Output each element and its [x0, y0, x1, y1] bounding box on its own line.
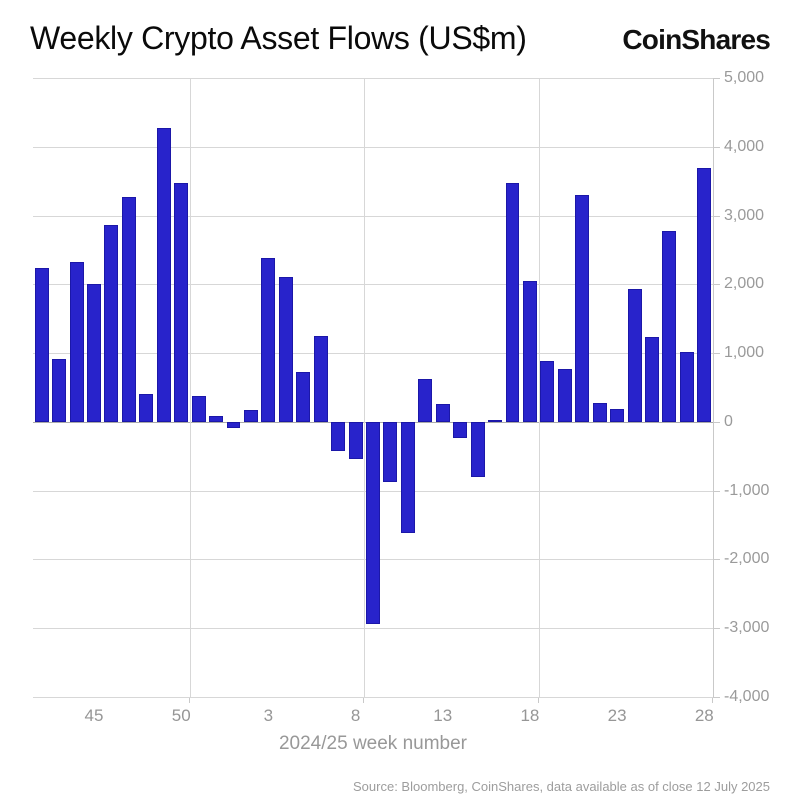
- x-tick-label: 28: [694, 706, 714, 725]
- y-tick-mark: [713, 628, 720, 630]
- y-tick-label: 5,000: [724, 69, 765, 86]
- y-tick-mark: [713, 353, 720, 355]
- bar-week-42: [34, 267, 49, 422]
- bar-week-17: [505, 182, 520, 422]
- x-axis-labels: 45 50 3 8 13 18 23 28: [33, 706, 714, 728]
- bar-week-1: [226, 421, 241, 428]
- y-tick-label: 3,000: [724, 206, 765, 224]
- y-tick-mark: [713, 146, 720, 148]
- y-tick-label: -1,000: [724, 481, 770, 499]
- bar-week-3: [261, 257, 276, 422]
- y-tick-mark: [713, 215, 720, 217]
- bar-week-19: [540, 360, 555, 422]
- bar-week-52: [209, 415, 224, 422]
- bar-week-51: [191, 396, 206, 422]
- x-tick-label: 45: [84, 706, 104, 725]
- y-tick-label: -4,000: [724, 688, 770, 705]
- h-gridline: [33, 284, 713, 286]
- bar-week-11: [400, 421, 415, 533]
- bar-week-16: [488, 420, 502, 423]
- bar-week-47: [121, 196, 136, 422]
- x-tick-label: 50: [171, 706, 191, 725]
- bar-week-21: [575, 194, 590, 422]
- x-tick-label: 8: [350, 706, 361, 725]
- v-gridline: [364, 78, 366, 697]
- h-gridline: [33, 78, 713, 79]
- x-tick-label: 13: [433, 706, 453, 725]
- bar-week-10: [383, 421, 398, 483]
- h-gridline: [33, 628, 713, 630]
- x-tick-mark: [363, 697, 365, 703]
- y-tick-label: 4,000: [724, 137, 765, 155]
- h-gridline: [33, 353, 713, 355]
- source-note: Source: Bloomberg, CoinShares, data avai…: [353, 779, 770, 794]
- bar-week-48: [139, 394, 154, 422]
- y-tick-label: 0: [724, 412, 733, 430]
- bar-week-18: [522, 281, 537, 422]
- x-tick-mark: [188, 697, 190, 703]
- bar-week-12: [418, 379, 433, 422]
- v-gridline: [189, 78, 191, 697]
- bar-week-8: [348, 421, 363, 460]
- y-tick-label: 1,000: [724, 344, 765, 362]
- x-tick-label: 18: [520, 706, 540, 725]
- y-tick-label: 2,000: [724, 275, 765, 293]
- y-tick-mark: [713, 421, 720, 423]
- v-gridline: [538, 78, 540, 697]
- bar-week-2: [243, 410, 258, 422]
- bar-week-14: [453, 421, 468, 438]
- y-tick-label: -2,000: [724, 550, 770, 568]
- y-tick-mark: [713, 78, 720, 79]
- bar-week-28: [697, 168, 712, 422]
- y-tick-mark: [713, 490, 720, 492]
- bar-week-13: [435, 404, 450, 422]
- bar-week-46: [104, 225, 119, 422]
- bar-week-27: [679, 351, 694, 422]
- bar-week-49: [156, 127, 171, 422]
- bar-week-4: [278, 276, 293, 422]
- bar-week-5: [296, 371, 311, 422]
- bar-week-24: [627, 289, 642, 422]
- bar-week-6: [313, 335, 328, 422]
- bar-week-50: [174, 182, 189, 422]
- plot-area: [33, 78, 720, 703]
- coinshares-logo: CoinShares: [622, 24, 770, 55]
- h-gridline: [33, 146, 713, 148]
- bar-week-9: [366, 421, 380, 625]
- bar-week-20: [557, 368, 572, 422]
- y-tick-label: -3,000: [724, 619, 770, 637]
- y-axis-labels: 5,000 4,000 3,000 2,000 1,000 0 -1,000 -2,000 -3…: [724, 69, 794, 705]
- bar-week-45: [87, 283, 101, 422]
- y-tick-mark: [713, 284, 720, 286]
- h-gridline: [33, 697, 713, 698]
- x-tick-label: 23: [607, 706, 627, 725]
- bar-week-23: [610, 409, 625, 422]
- x-tick-mark: [537, 697, 539, 703]
- h-gridline: [33, 215, 713, 217]
- page-title: Weekly Crypto Asset Flows (US$m): [30, 20, 527, 56]
- x-tick-label: 3: [263, 706, 274, 725]
- bar-week-44: [69, 262, 84, 422]
- bar-week-15: [470, 421, 485, 477]
- bar-week-7: [331, 421, 346, 451]
- bar-week-43: [52, 358, 67, 422]
- y-tick-mark: [713, 697, 720, 698]
- bar-week-25: [645, 337, 659, 422]
- bar-week-22: [592, 403, 607, 422]
- bar-week-26: [662, 230, 677, 422]
- y-tick-mark: [713, 559, 720, 561]
- x-tick-mark: [712, 697, 713, 703]
- x-axis-title: 2024/25 week number: [278, 733, 467, 754]
